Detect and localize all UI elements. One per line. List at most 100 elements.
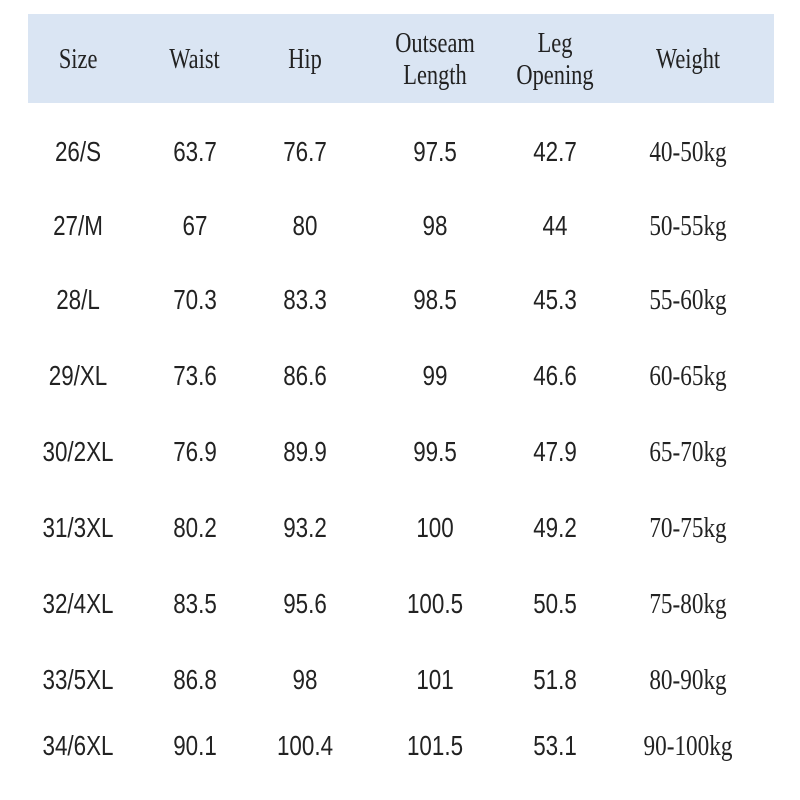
- table-cell-text: 28/L: [56, 284, 100, 315]
- table-cell-text: 30/2XL: [42, 436, 114, 467]
- table-cell-text: 76.9: [173, 436, 217, 467]
- table-cell-text: 50-55kg: [649, 210, 727, 242]
- table-cell-text: 70.3: [173, 284, 217, 315]
- header-cell-text: Weight: [655, 44, 721, 75]
- table-cell: 28/L: [51, 285, 106, 315]
- table-cell: 76.9: [168, 437, 223, 467]
- table-cell-text: 42.7: [533, 136, 577, 167]
- table-cell: 80: [289, 211, 320, 241]
- table-cell-text: 95.6: [283, 588, 327, 619]
- table-cell: 33/5XL: [34, 665, 123, 695]
- table-cell-text: 75-80kg: [649, 588, 727, 620]
- table-cell: 44: [539, 211, 570, 241]
- table-cell: 67: [179, 211, 210, 241]
- table-cell: 63.7: [168, 137, 223, 167]
- table-cell-text: 29/XL: [48, 360, 108, 391]
- table-cell: 86.6: [278, 361, 333, 391]
- table-cell: 51.8: [528, 665, 583, 695]
- table-cell: 98: [419, 211, 450, 241]
- table-cell-text: 46.6: [533, 360, 577, 391]
- table-cell-text: 63.7: [173, 136, 217, 167]
- table-cell-text: 99.5: [413, 436, 457, 467]
- table-cell: 30/2XL: [34, 437, 123, 467]
- table-cell-text: 90-100kg: [643, 730, 733, 762]
- table-cell-text: 55-60kg: [649, 284, 727, 316]
- table-cell-text: 80.2: [173, 512, 217, 543]
- table-cell-text: 101: [416, 664, 454, 695]
- table-cell: 60-65kg: [640, 361, 737, 391]
- table-cell-text: 98: [292, 664, 318, 695]
- table-cell: 70.3: [168, 285, 223, 315]
- table-cell-text: 89.9: [283, 436, 327, 467]
- header-cell-text: Waist: [169, 44, 221, 75]
- table-cell: 47.9: [528, 437, 583, 467]
- table-cell-text: 32/4XL: [42, 588, 114, 619]
- table-cell: 76.7: [278, 137, 333, 167]
- table-cell-text: 90.1: [173, 730, 217, 761]
- table-cell: 101: [412, 665, 459, 695]
- table-cell: 100: [412, 513, 459, 543]
- table-cell-text: 80-90kg: [649, 664, 727, 696]
- table-cell-text: 98: [422, 210, 448, 241]
- table-cell-text: 51.8: [533, 664, 577, 695]
- table-cell-text: 50.5: [533, 588, 577, 619]
- table-cell-text: 65-70kg: [649, 436, 727, 468]
- table-cell-text: 67: [182, 210, 208, 241]
- table-cell: 83.3: [278, 285, 333, 315]
- table-cell: 42.7: [528, 137, 583, 167]
- header-cell: Leg Opening: [500, 28, 610, 92]
- header-cell: Weight: [633, 44, 743, 76]
- table-cell: 65-70kg: [640, 437, 737, 467]
- table-cell: 73.6: [168, 361, 223, 391]
- table-cell: 98: [289, 665, 320, 695]
- table-cell: 32/4XL: [34, 589, 123, 619]
- table-cell: 40-50kg: [640, 137, 737, 167]
- table-cell: 75-80kg: [640, 589, 737, 619]
- table-cell-text: 47.9: [533, 436, 577, 467]
- table-cell: 26/S: [49, 137, 107, 167]
- header-cell-text: Hip: [288, 44, 322, 75]
- table-cell: 80-90kg: [640, 665, 737, 695]
- table-cell: 53.1: [528, 731, 583, 761]
- table-cell-text: 73.6: [173, 360, 217, 391]
- table-cell: 93.2: [278, 513, 333, 543]
- table-cell-text: 40-50kg: [649, 136, 727, 168]
- table-cell: 83.5: [168, 589, 223, 619]
- table-cell-text: 101.5: [406, 730, 464, 761]
- table-cell: 49.2: [528, 513, 583, 543]
- table-cell-text: 76.7: [283, 136, 327, 167]
- table-cell-text: 83.5: [173, 588, 217, 619]
- table-cell: 99: [419, 361, 450, 391]
- table-cell-text: 99: [422, 360, 448, 391]
- table-cell: 27/M: [47, 211, 109, 241]
- header-cell: Hip: [250, 44, 360, 76]
- table-cell-text: 86.6: [283, 360, 327, 391]
- table-cell-text: 33/5XL: [42, 664, 114, 695]
- table-cell-text: 60-65kg: [649, 360, 727, 392]
- header-cell: Waist: [140, 44, 250, 76]
- table-cell: 46.6: [528, 361, 583, 391]
- header-background: [28, 14, 774, 103]
- header-cell-text: Outseam Length: [395, 28, 475, 91]
- header-cell: Outseam Length: [380, 28, 490, 92]
- table-cell-text: 80: [292, 210, 318, 241]
- table-cell: 86.8: [168, 665, 223, 695]
- table-cell: 98.5: [408, 285, 463, 315]
- table-cell: 50.5: [528, 589, 583, 619]
- header-cell-text: Leg Opening: [516, 28, 594, 91]
- table-cell: 100.4: [270, 731, 340, 761]
- table-cell-text: 44: [542, 210, 568, 241]
- table-cell-text: 100: [416, 512, 454, 543]
- table-cell-text: 26/S: [54, 136, 102, 167]
- table-cell-text: 100.5: [406, 588, 464, 619]
- table-cell: 90.1: [168, 731, 223, 761]
- table-cell-text: 34/6XL: [42, 730, 114, 761]
- table-cell-text: 45.3: [533, 284, 577, 315]
- header-cell-text: Size: [58, 44, 98, 75]
- table-cell: 70-75kg: [640, 513, 737, 543]
- table-cell-text: 27/M: [53, 210, 103, 241]
- table-cell: 50-55kg: [640, 211, 737, 241]
- table-cell-text: 86.8: [173, 664, 217, 695]
- table-cell-text: 83.3: [283, 284, 327, 315]
